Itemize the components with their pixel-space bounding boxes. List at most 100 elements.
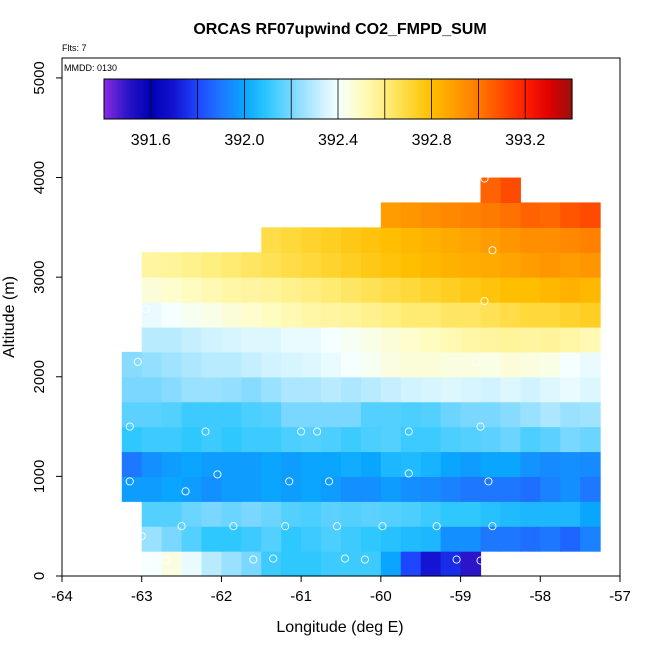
- heatmap-cell: [161, 326, 183, 353]
- heatmap-cell: [400, 501, 422, 527]
- heatmap-cell: [241, 326, 262, 353]
- colorbar-swatch: [507, 79, 511, 119]
- colorbar-swatch: [369, 79, 373, 119]
- heatmap-cell: [161, 302, 183, 328]
- colorbar-swatch: [192, 79, 196, 119]
- colorbar-swatch: [343, 79, 347, 119]
- heatmap-cell: [261, 476, 282, 502]
- heatmap-cell: [341, 501, 362, 527]
- heatmap-cell: [540, 476, 561, 502]
- heatmap-cell: [181, 302, 203, 328]
- colorbar-swatch: [257, 79, 261, 119]
- heatmap-cell: [241, 451, 262, 477]
- heatmap-cell: [360, 526, 382, 552]
- heatmap-cell: [321, 526, 342, 552]
- heatmap-cell: [321, 426, 342, 453]
- colorbar-swatch: [483, 79, 487, 119]
- heatmap-cell: [380, 551, 402, 577]
- colorbar-swatch: [163, 79, 167, 119]
- heatmap-cell: [281, 476, 302, 502]
- colorbar-swatch: [267, 79, 271, 119]
- heatmap-cell: [281, 376, 302, 403]
- heatmap-cell: [420, 376, 442, 403]
- heatmap-cell: [440, 302, 462, 328]
- heatmap-cell: [460, 451, 482, 477]
- heatmap-cell: [360, 302, 382, 328]
- heatmap-cell: [161, 551, 183, 577]
- heatmap-cell: [560, 202, 581, 228]
- colorbar-swatch: [358, 79, 362, 119]
- heatmap-cell: [341, 401, 362, 428]
- heatmap-cell: [181, 501, 203, 527]
- observation-point: [488, 246, 497, 255]
- heatmap-cell: [580, 302, 601, 328]
- x-axis-label: Longitude (deg E): [276, 619, 403, 636]
- heatmap-cell: [460, 401, 482, 428]
- colorbar-swatch: [470, 79, 474, 119]
- colorbar-swatch: [481, 79, 485, 119]
- heatmap-cell: [480, 376, 502, 403]
- heatmap-cell: [281, 302, 302, 328]
- heatmap-cell: [400, 326, 422, 353]
- heatmap-cell: [161, 426, 183, 453]
- colorbar-swatch: [442, 79, 446, 119]
- colorbar-swatch: [429, 79, 433, 119]
- observation-point: [313, 427, 322, 436]
- colorbar-swatch: [171, 79, 175, 119]
- heatmap-cell: [181, 551, 203, 577]
- heatmap-cell: [341, 526, 362, 552]
- heatmap-cell: [241, 501, 262, 527]
- heatmap-cells: [121, 177, 601, 577]
- colorbar-swatch: [169, 79, 173, 119]
- colorbar-swatch: [462, 79, 466, 119]
- colorbar-swatch: [403, 79, 407, 119]
- colorbar-swatch: [106, 79, 110, 119]
- colorbar-tick-label: 392.0: [224, 132, 264, 149]
- heatmap-cell: [440, 376, 462, 403]
- heatmap-cell: [121, 476, 143, 502]
- colorbar-swatch: [299, 79, 303, 119]
- heatmap-cell: [321, 401, 342, 428]
- heatmap-cell: [221, 376, 242, 403]
- colorbar-swatch: [210, 79, 214, 119]
- heatmap-cell: [281, 351, 302, 378]
- heatmap-cell: [121, 376, 143, 403]
- colorbar-tick-label: 392.8: [412, 132, 452, 149]
- heatmap-cell: [281, 277, 302, 303]
- heatmap-cell: [500, 426, 521, 453]
- heatmap-cell: [420, 476, 442, 502]
- colorbar-swatch: [447, 79, 451, 119]
- colorbar-tick-label: 393.2: [505, 132, 545, 149]
- colorbar-swatch: [215, 79, 219, 119]
- y-tick-label: 1000: [31, 460, 48, 493]
- heatmap-cell: [321, 326, 342, 353]
- colorbar-swatch: [540, 79, 544, 119]
- heatmap-cell: [241, 376, 262, 403]
- heatmap-cell: [400, 202, 422, 228]
- heatmap-cell: [380, 426, 402, 453]
- heatmap-cell: [560, 451, 581, 477]
- heatmap-cell: [360, 277, 382, 303]
- heatmap-cell: [540, 302, 561, 328]
- heatmap-cell: [141, 551, 163, 577]
- observation-point: [404, 427, 413, 436]
- colorbar-swatch: [184, 79, 188, 119]
- heatmap-cell: [321, 451, 342, 477]
- heatmap-cell: [520, 227, 541, 253]
- colorbar-swatch: [379, 79, 383, 119]
- colorbar-swatch: [535, 79, 539, 119]
- observation-point: [476, 422, 485, 431]
- heatmap-cell: [241, 277, 262, 303]
- heatmap-cell: [301, 451, 322, 477]
- heatmap-cell: [440, 451, 462, 477]
- heatmap-cell: [500, 401, 521, 428]
- colorbar-swatch: [228, 79, 232, 119]
- observation-point: [213, 470, 222, 479]
- colorbar-swatch: [499, 79, 503, 119]
- heatmap-cell: [440, 351, 462, 378]
- heatmap-cell: [580, 526, 601, 552]
- colorbar-swatch: [293, 79, 297, 119]
- heatmap-cell: [360, 501, 382, 527]
- colorbar-swatch: [111, 79, 115, 119]
- heatmap-cell: [580, 426, 601, 453]
